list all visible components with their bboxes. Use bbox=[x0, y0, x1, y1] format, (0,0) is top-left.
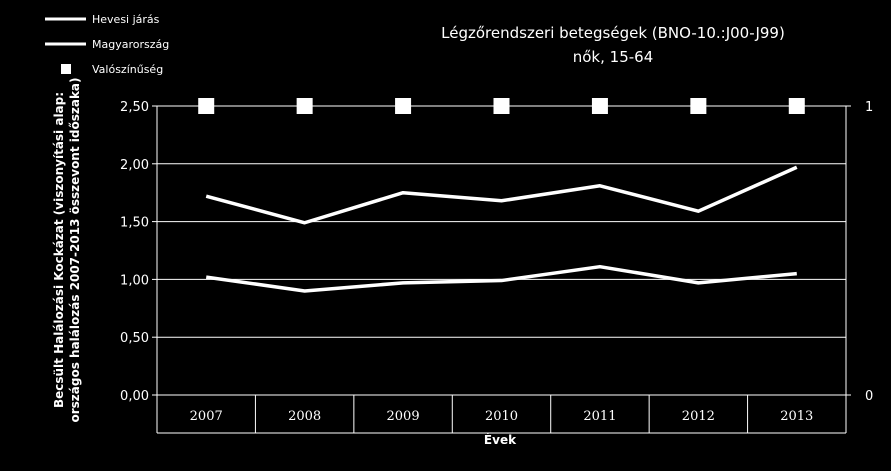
x-tick-label: 2012 bbox=[682, 409, 715, 424]
legend-marker-valoszinuseg bbox=[61, 64, 71, 74]
legend: Hevesi járás Magyarország Valószínűség bbox=[45, 13, 169, 76]
series-markers bbox=[198, 98, 805, 114]
probability-marker bbox=[296, 98, 313, 114]
series-lines bbox=[205, 165, 798, 293]
series-line-1 bbox=[205, 264, 797, 293]
y-axis-ticks: 0,00 0,50 1,00 1,50 2,00 2,50 bbox=[120, 100, 847, 404]
x-axis-label: Évek bbox=[484, 432, 517, 447]
probability-marker bbox=[395, 98, 412, 114]
y2-axis-ticks: 01 bbox=[846, 100, 873, 404]
legend-label-hevesi: Hevesi járás bbox=[92, 13, 160, 26]
y-tick-label: 0,50 bbox=[120, 331, 149, 346]
y-axis-label: Becsült Halálozási Kockázat (viszonyítás… bbox=[52, 77, 82, 422]
legend-label-valoszinuseg: Valószínűség bbox=[92, 63, 163, 76]
x-tick-label: 2013 bbox=[780, 409, 813, 424]
x-tick-label: 2009 bbox=[387, 409, 420, 424]
gridlines bbox=[157, 105, 846, 396]
y-axis-label-line-2: országos halálozás 2007-2013 összevont i… bbox=[68, 77, 82, 422]
x-tick-label: 2008 bbox=[288, 409, 321, 424]
x-tick-label: 2011 bbox=[583, 409, 616, 424]
y-tick-label: 2,50 bbox=[120, 100, 149, 115]
y-tick-label: 1,50 bbox=[120, 216, 149, 231]
legend-label-magyarorszag: Magyarország bbox=[92, 38, 169, 51]
y-axis-label-line-1: Becsült Halálozási Kockázat (viszonyítás… bbox=[52, 92, 66, 408]
chart-title: Légzőrendszeri betegségek (BNO-10.:J00-J… bbox=[441, 24, 785, 42]
probability-marker bbox=[591, 98, 608, 114]
y-tick-label: 2,00 bbox=[120, 158, 149, 173]
y2-tick-label: 0 bbox=[865, 389, 873, 404]
probability-marker bbox=[788, 98, 805, 114]
y-tick-label: 1,00 bbox=[120, 273, 149, 288]
y2-tick-label: 1 bbox=[865, 100, 873, 115]
x-tick-label: 2010 bbox=[485, 409, 518, 424]
series-line-0 bbox=[205, 165, 798, 225]
probability-marker bbox=[493, 98, 510, 114]
probability-marker bbox=[690, 98, 707, 114]
x-tick-label: 2007 bbox=[190, 409, 223, 424]
x-axis: 2007 2008 2009 2010 2011 2012 2013 bbox=[156, 395, 847, 434]
probability-marker bbox=[198, 98, 215, 114]
y-tick-label: 0,00 bbox=[120, 389, 149, 404]
chart-subtitle: nők, 15-64 bbox=[573, 48, 654, 66]
